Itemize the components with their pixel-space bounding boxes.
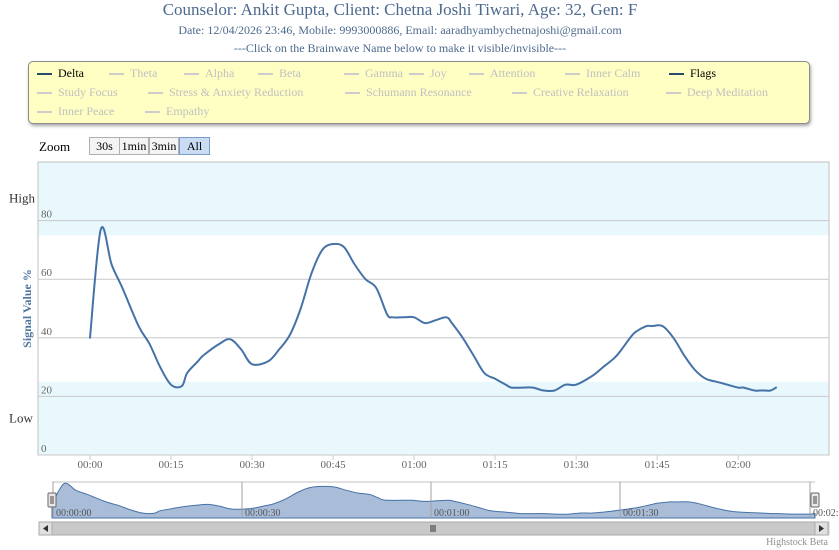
x-tick-label: 00:30: [240, 459, 266, 471]
legend-symbol: [184, 73, 199, 75]
chart-subtitle: Date: 12/04/2026 23:46, Mobile: 99930008…: [178, 23, 622, 37]
zoom-label: Zoom: [39, 139, 71, 154]
legend-label: Beta: [279, 66, 301, 80]
legend-label: Inner Calm: [586, 66, 641, 80]
handle-grip: [47, 492, 57, 508]
legend-symbol: [258, 73, 273, 75]
zoom-button-30s[interactable]: 30s: [89, 137, 120, 155]
plot-band-low: [38, 381, 829, 455]
legend-symbol: [666, 92, 681, 94]
legend-label: Deep Meditation: [687, 85, 768, 99]
scroll-right-button[interactable]: [814, 521, 829, 536]
y-tick-label: 60: [41, 267, 53, 279]
legend-label: Stress & Anxiety Reduction: [169, 85, 304, 99]
zoom-button-all[interactable]: All: [179, 137, 210, 155]
navigator-scrollbar[interactable]: [38, 521, 830, 536]
navigator-tick-label: 00:01:00: [434, 508, 470, 519]
zoom-button-3min[interactable]: 3min: [149, 137, 179, 155]
legend-symbol: [37, 73, 52, 75]
y-tick-label: 40: [41, 326, 53, 338]
x-tick-label: 00:00: [77, 459, 103, 471]
legend-label: Theta: [130, 66, 158, 80]
legend-label: Gamma: [365, 66, 403, 80]
band-label-low: Low: [9, 410, 33, 425]
legend-label: Flags: [690, 66, 717, 80]
arrow-left-icon: [43, 525, 48, 532]
x-tick-label: 01:45: [645, 459, 671, 471]
navigator-handle-right[interactable]: [810, 492, 820, 508]
legend-label: Delta: [58, 66, 84, 80]
handle-grip: [810, 492, 820, 508]
legend-hint: ---Click on the Brainwave Name below to …: [233, 41, 567, 55]
y-tick-label: 0: [41, 443, 47, 455]
legend: Delta Theta Alpha Beta Gamma Joy Attention Inne…: [28, 61, 810, 124]
legend-symbol: [669, 73, 684, 75]
y-tick-label: 80: [41, 209, 53, 221]
legend-symbol: [344, 73, 359, 75]
navigator-series: [51, 482, 816, 519]
zoom-button-1min[interactable]: 1min: [119, 137, 149, 155]
legend-symbol: [148, 92, 163, 94]
x-tick-label: 01:15: [483, 459, 509, 471]
navigator-tick-label: 00:00:00: [56, 508, 92, 519]
legend-label: Attention: [490, 66, 536, 80]
x-tick-label: 01:30: [564, 459, 590, 471]
series-line-delta: [89, 226, 777, 393]
x-tick-label: 00:45: [321, 459, 347, 471]
credit-text: Highstock Beta: [766, 537, 828, 548]
scroll-left-button[interactable]: [38, 521, 53, 536]
x-tick-label: 01:00: [402, 459, 428, 471]
legend-symbol: [409, 73, 424, 75]
legend-label: Alpha: [205, 66, 235, 80]
legend-symbol: [565, 73, 580, 75]
legend-symbol: [512, 92, 527, 94]
arrow-right-icon: [819, 525, 824, 532]
legend-label: Schumann Resonance: [366, 85, 472, 99]
legend-label: Creative Relaxation: [533, 85, 629, 99]
y-axis-title: Signal Value %: [20, 269, 34, 348]
navigator-tick-label: 00:02:: [813, 508, 839, 519]
legend-label: Joy: [430, 66, 447, 80]
x-tick-label: 02:00: [726, 459, 752, 471]
chart-title: Counselor: Ankit Gupta, Client: Chetna J…: [162, 0, 638, 19]
navigator-tick-label: 00:01:30: [623, 508, 659, 519]
plot-band-high: [38, 162, 829, 236]
legend-label: Study Focus: [58, 85, 118, 99]
legend-label: Empathy: [166, 104, 210, 118]
legend-symbol: [345, 92, 360, 94]
band-label-high: High: [9, 191, 36, 206]
legend-symbol: [145, 111, 160, 113]
legend-symbol: [37, 92, 52, 94]
legend-symbol: [109, 73, 124, 75]
x-tick-label: 00:15: [158, 459, 184, 471]
legend-symbol: [469, 73, 484, 75]
navigator-tick-label: 00:00:30: [245, 508, 281, 519]
y-tick-label: 20: [41, 384, 53, 396]
navigator-handle-left[interactable]: [47, 492, 57, 508]
legend-symbol: [37, 111, 52, 113]
legend-label: Inner Peace: [58, 104, 115, 118]
